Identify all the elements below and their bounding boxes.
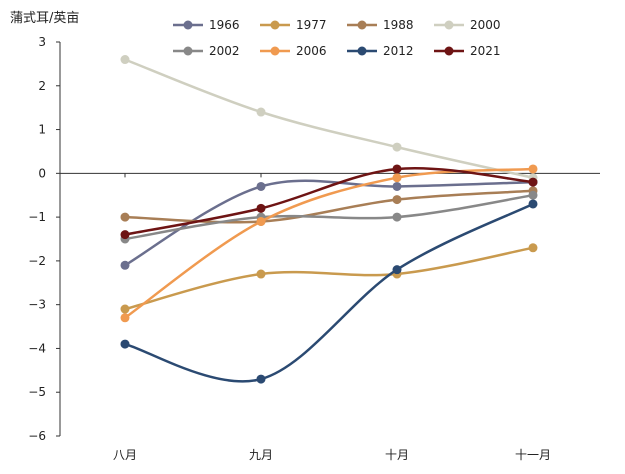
- data-point-2002: [392, 212, 402, 222]
- legend-item-2021: 2021: [434, 44, 501, 58]
- data-point-2012: [120, 339, 130, 349]
- data-point-2006: [392, 173, 402, 183]
- data-point-2006: [120, 313, 130, 323]
- y-tick-label: −5: [28, 385, 46, 399]
- data-point-2006: [256, 216, 266, 226]
- data-point-2000: [392, 142, 402, 152]
- data-point-2006: [528, 164, 538, 174]
- series-line-2012: [123, 202, 535, 383]
- legend: 1966 1977 1988 2000 2002 2006 2012 2021: [173, 18, 501, 58]
- data-point-2000: [120, 55, 130, 65]
- data-point-2012: [528, 199, 538, 209]
- legend-swatch-marker: [444, 46, 454, 56]
- data-point-2021: [392, 164, 402, 174]
- series-2002: [120, 190, 538, 244]
- legend-label: 1966: [209, 18, 240, 32]
- legend-item-1988: 1988: [347, 18, 414, 32]
- legend-swatch-marker: [357, 20, 367, 30]
- x-tick-label: 十一月: [515, 448, 551, 462]
- x-tick-label: 九月: [249, 448, 273, 462]
- unit-label: 蒲式耳/英亩: [10, 10, 79, 26]
- series-2012: [120, 199, 538, 384]
- x-tick-label: 八月: [113, 448, 137, 462]
- series-line-1988: [123, 189, 535, 224]
- data-point-1977: [528, 243, 538, 253]
- legend-item-2002: 2002: [173, 44, 240, 58]
- data-point-1977: [120, 304, 130, 314]
- legend-label: 2002: [209, 44, 240, 58]
- data-point-2021: [528, 177, 538, 187]
- y-tick-label: 1: [38, 123, 46, 137]
- x-tick-label: 十月: [385, 448, 409, 462]
- y-tick-label: −1: [28, 210, 46, 224]
- series-2000: [120, 55, 538, 183]
- legend-label: 2012: [383, 44, 414, 58]
- legend-swatch-marker: [270, 20, 280, 30]
- legend-label: 1988: [383, 18, 414, 32]
- series-line-2002: [123, 193, 535, 241]
- legend-swatch-marker: [444, 20, 454, 30]
- y-tick-label: −2: [28, 254, 46, 268]
- legend-label: 2021: [470, 44, 501, 58]
- series-1977: [120, 243, 538, 314]
- y-tick-label: −4: [28, 341, 46, 355]
- series-line-2006: [123, 167, 535, 320]
- legend-swatch-marker: [357, 46, 367, 56]
- data-point-1966: [392, 181, 402, 191]
- data-point-2012: [392, 265, 402, 275]
- y-tick-label: 2: [38, 79, 46, 93]
- series-layer: [120, 55, 538, 384]
- data-point-2000: [256, 107, 266, 117]
- y-tick-label: 0: [38, 166, 46, 180]
- series-2021: [120, 164, 538, 240]
- data-point-1977: [256, 269, 266, 279]
- data-point-2021: [120, 230, 130, 240]
- legend-label: 1977: [296, 18, 327, 32]
- data-point-2012: [256, 374, 266, 384]
- legend-swatch-marker: [270, 46, 280, 56]
- legend-item-1966: 1966: [173, 18, 240, 32]
- data-point-2021: [256, 203, 266, 213]
- y-tick-label: −3: [28, 298, 46, 312]
- y-tick-label: 3: [38, 35, 46, 49]
- data-point-1988: [120, 212, 130, 222]
- series-line-2021: [123, 167, 535, 236]
- series-line-2000: [123, 58, 535, 179]
- legend-label: 2000: [470, 18, 501, 32]
- legend-item-2012: 2012: [347, 44, 414, 58]
- data-point-1988: [392, 195, 402, 205]
- legend-label: 2006: [296, 44, 327, 58]
- series-line-1977: [123, 246, 535, 311]
- legend-swatch-marker: [183, 46, 193, 56]
- data-point-2002: [528, 190, 538, 200]
- data-point-1966: [256, 181, 266, 191]
- legend-item-1977: 1977: [260, 18, 327, 32]
- data-point-1966: [120, 260, 130, 270]
- legend-swatch-marker: [183, 20, 193, 30]
- series-2006: [120, 164, 538, 323]
- legend-item-2000: 2000: [434, 18, 501, 32]
- legend-item-2006: 2006: [260, 44, 327, 58]
- y-tick-label: −6: [28, 429, 46, 443]
- axes: 3 2 1 0 −1 −2 −3 −4 −5 −6 八月 九月 十月 十一月: [28, 35, 600, 462]
